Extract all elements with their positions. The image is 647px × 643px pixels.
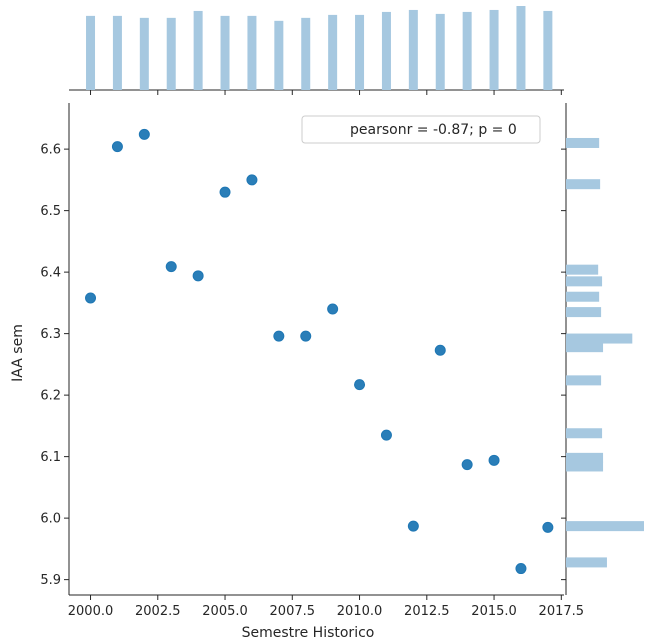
marginal-x-bar xyxy=(355,14,365,90)
x-axis-label: Semestre Historico xyxy=(242,625,375,641)
scatter-point xyxy=(219,186,231,198)
legend-box xyxy=(301,115,541,144)
marginal-y-bar xyxy=(566,264,599,275)
scatter-point xyxy=(85,292,97,304)
marginal-x-bar xyxy=(516,6,526,90)
marginal-x-bar xyxy=(381,11,391,90)
marginal-x-bar xyxy=(462,11,472,90)
x-tick-label: 2000.0 xyxy=(68,604,114,619)
scatter-point xyxy=(327,303,339,315)
y-tick-label: 5.9 xyxy=(40,573,61,588)
marginal-x-bar xyxy=(139,17,149,90)
marginal-y-bar xyxy=(566,375,602,386)
scatter-point xyxy=(488,454,500,466)
y-axis-label: IAA sem xyxy=(10,324,26,382)
x-tick-label: 2005.0 xyxy=(202,604,248,619)
marginal-y-bar xyxy=(566,291,600,302)
legend: pearsonr = -0.87; p = 0 xyxy=(301,115,541,144)
x-tick-label: 2012.5 xyxy=(404,604,450,619)
scatter-point xyxy=(138,128,150,140)
y-tick-label: 6.0 xyxy=(40,512,61,527)
scatter-point xyxy=(273,330,285,342)
marginal-y-bar xyxy=(566,557,607,568)
scatter-point xyxy=(354,379,366,391)
marginal-y-bar xyxy=(566,137,600,148)
y-tick-label: 6.6 xyxy=(40,143,61,158)
x-tick-label: 2007.5 xyxy=(270,604,316,619)
marginal-x-bar xyxy=(193,10,203,90)
marginal-x-bar xyxy=(220,15,230,90)
legend-text: pearsonr = -0.87; p = 0 xyxy=(350,122,517,138)
marginal-x-bar xyxy=(274,20,284,90)
scatter-point xyxy=(300,330,312,342)
marginal-y-bar xyxy=(566,461,604,472)
marginal-x-bar xyxy=(543,10,553,90)
scatter-point xyxy=(380,429,392,441)
scatter-point xyxy=(461,459,473,471)
scatter-point xyxy=(434,344,446,356)
marginal-y-bar xyxy=(566,179,601,190)
y-tick-label: 6.4 xyxy=(40,266,61,281)
marginal-y-histogram xyxy=(561,103,644,595)
scatter-point xyxy=(111,141,123,153)
marginal-y-bar xyxy=(566,521,644,532)
marginal-x-histogram xyxy=(69,6,564,95)
scatter-point xyxy=(246,174,258,186)
scatter-point xyxy=(165,261,177,273)
scatter-point xyxy=(407,520,419,532)
y-tick-label: 6.2 xyxy=(40,389,61,404)
y-tick-label: 6.3 xyxy=(40,327,61,342)
scatter-point xyxy=(542,521,554,533)
marginal-y-bar xyxy=(566,452,604,463)
marginal-y-bar xyxy=(566,276,603,287)
marginal-x-bar xyxy=(86,15,96,90)
x-tick-label: 2015.0 xyxy=(471,604,517,619)
y-tick-label: 6.5 xyxy=(40,204,61,219)
scatter-point xyxy=(515,563,527,575)
marginal-x-bar xyxy=(328,14,338,90)
y-tick-label: 6.1 xyxy=(40,450,61,465)
marginal-x-bar xyxy=(166,17,176,90)
marginal-y-bar xyxy=(566,428,603,439)
marginal-x-bar xyxy=(247,15,257,90)
scatter-point xyxy=(192,270,204,282)
marginal-x-bar xyxy=(301,17,311,90)
x-tick-label: 2010.0 xyxy=(337,604,383,619)
marginal-y-bar xyxy=(566,333,633,344)
marginal-x-bar xyxy=(408,9,418,90)
marginal-x-bar xyxy=(489,9,499,90)
main-axes: 2000.0 2002.5 2005.0 2007.5 2010.0 2012.5 2015… xyxy=(40,103,584,619)
marginal-x-bar xyxy=(435,13,445,90)
x-tick-label: 2017.5 xyxy=(539,604,585,619)
scatter-points xyxy=(85,128,554,575)
marginal-x-bar xyxy=(112,15,122,90)
marginal-y-bar xyxy=(566,307,602,318)
x-tick-label: 2002.5 xyxy=(135,604,181,619)
marginal-y-bar xyxy=(566,342,604,353)
